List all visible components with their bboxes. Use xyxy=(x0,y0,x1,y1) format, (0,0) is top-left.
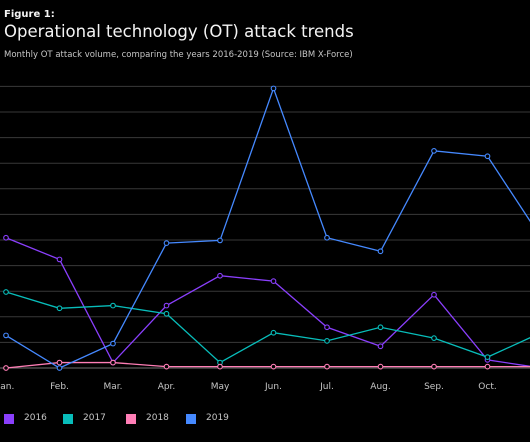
data-point-2017 xyxy=(270,329,277,336)
x-tick-label: Sep. xyxy=(424,382,444,392)
data-point-2019 xyxy=(163,240,170,246)
chart-subtitle: Monthly OT attack volume, comparing the … xyxy=(4,50,353,60)
data-point-2016 xyxy=(270,278,277,284)
legend-swatch xyxy=(186,414,196,424)
data-point-2018 xyxy=(484,363,491,370)
x-tick-label: Feb. xyxy=(50,382,69,392)
chart-title: Operational technology (OT) attack trend… xyxy=(4,22,354,41)
data-point-2016 xyxy=(163,302,170,309)
data-point-2017 xyxy=(431,335,437,341)
series-line-2018 xyxy=(5,361,530,369)
data-point-2019 xyxy=(324,234,330,241)
x-tick-label: May xyxy=(211,382,230,392)
legend-label: 2017 xyxy=(83,413,106,423)
series-line-2019 xyxy=(5,86,530,369)
data-point-2019 xyxy=(484,153,491,160)
legend-label: 2018 xyxy=(146,413,169,423)
data-point-2017 xyxy=(484,354,491,360)
data-point-2019 xyxy=(3,332,9,339)
data-point-2017 xyxy=(324,338,330,344)
data-point-2018 xyxy=(377,363,384,370)
data-point-2017 xyxy=(163,310,170,317)
data-point-2017 xyxy=(377,324,384,331)
series-line-2017 xyxy=(5,291,530,364)
data-point-2018 xyxy=(163,363,170,370)
data-point-2016 xyxy=(56,256,63,263)
figure-label: Figure 1: xyxy=(4,9,55,20)
data-point-2016 xyxy=(3,234,9,241)
legend-swatch xyxy=(126,414,136,424)
data-point-2016 xyxy=(431,291,437,298)
legend-label: 2016 xyxy=(24,413,47,423)
data-point-2019 xyxy=(431,148,437,154)
x-tick-label: Oct. xyxy=(478,382,496,392)
x-tick-label: Mar. xyxy=(103,382,122,392)
data-point-2018 xyxy=(56,359,63,366)
data-point-2017 xyxy=(56,305,63,312)
legend-swatch xyxy=(63,414,73,424)
data-point-2018 xyxy=(110,359,116,366)
x-tick-label: Jun. xyxy=(264,382,282,392)
data-point-2016 xyxy=(217,272,223,279)
data-point-2018 xyxy=(270,363,277,370)
x-tick-label: Jan. xyxy=(0,382,14,392)
data-point-2019 xyxy=(377,248,384,255)
data-point-2017 xyxy=(3,289,9,295)
x-tick-label: Jul. xyxy=(319,382,334,392)
data-point-2019 xyxy=(56,365,63,371)
data-point-2016 xyxy=(377,343,384,350)
data-point-2016 xyxy=(324,324,330,331)
data-point-2018 xyxy=(431,363,437,370)
data-point-2019 xyxy=(270,85,277,92)
data-point-2018 xyxy=(324,363,330,370)
x-tick-label: Apr. xyxy=(158,382,176,392)
series-line-2016 xyxy=(5,237,530,367)
data-point-2019 xyxy=(110,340,116,347)
data-point-2018 xyxy=(217,363,223,370)
data-point-2017 xyxy=(110,302,116,309)
data-point-2019 xyxy=(217,237,223,244)
data-point-2018 xyxy=(3,365,9,371)
legend-swatch xyxy=(4,414,14,424)
legend-label: 2019 xyxy=(206,413,229,423)
x-tick-label: Aug. xyxy=(370,382,390,392)
